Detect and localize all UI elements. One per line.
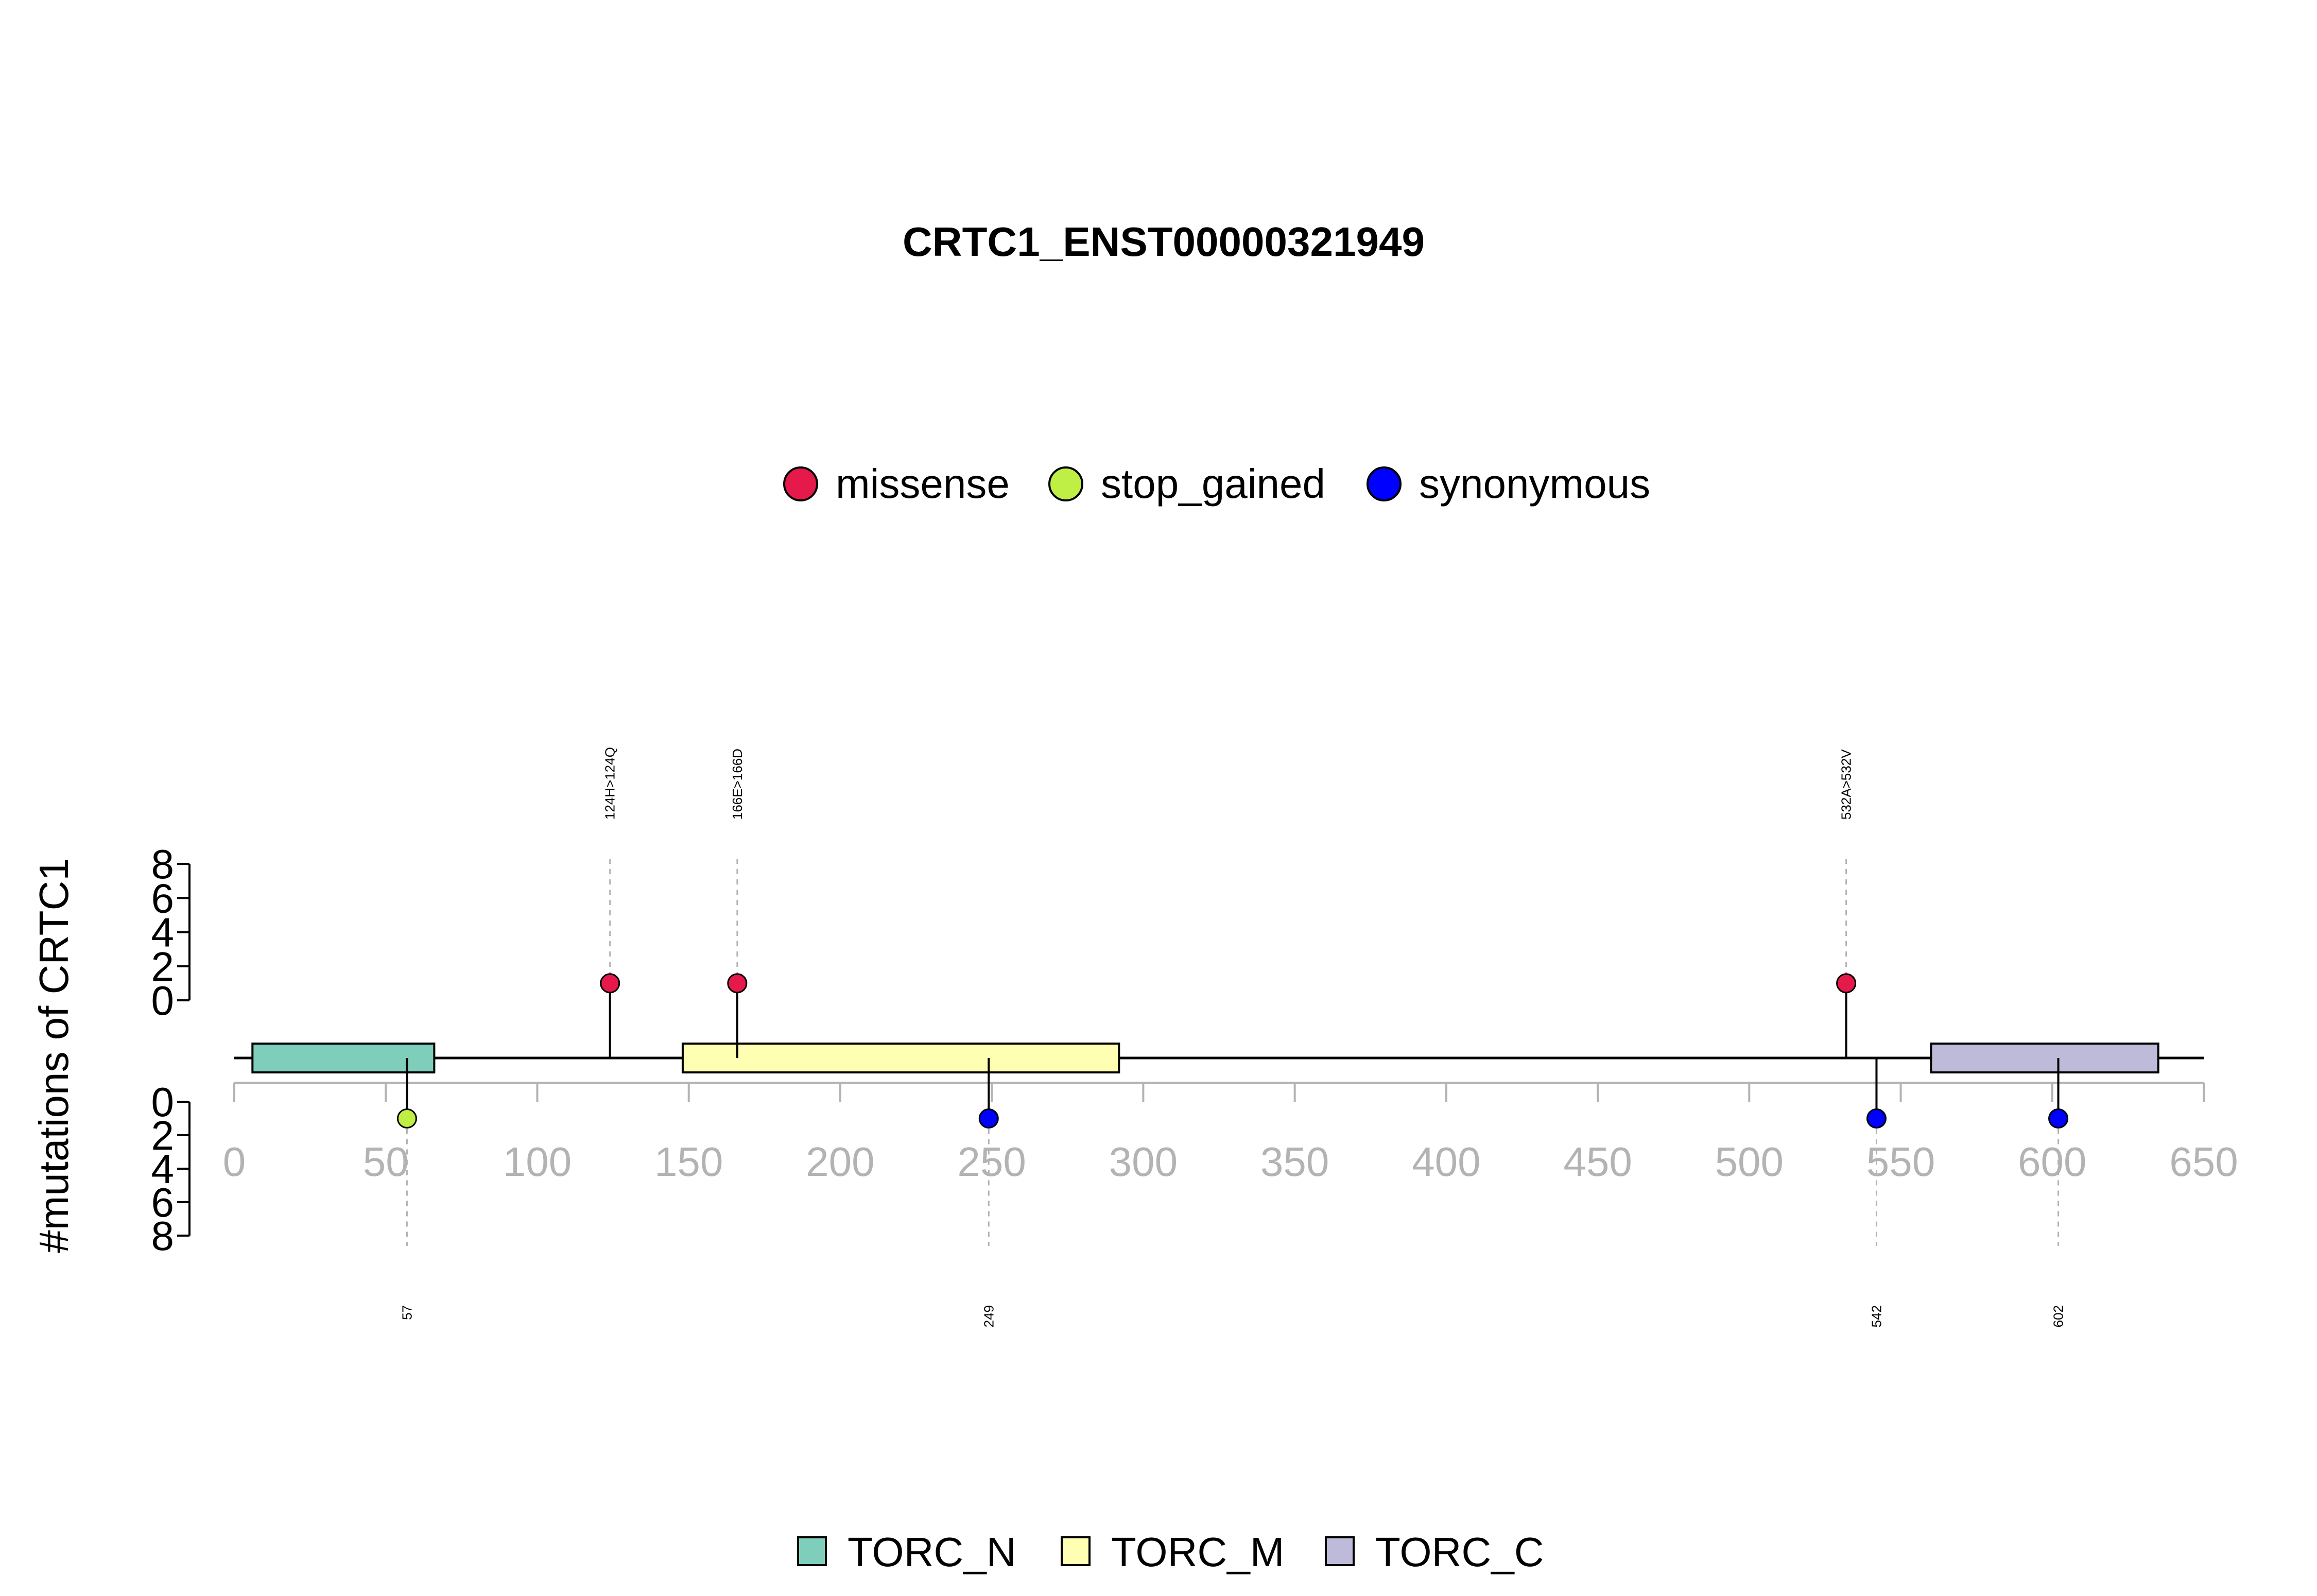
mutation-label: 532A>532V <box>1839 749 1854 820</box>
y-top-tick-label: 8 <box>151 841 175 887</box>
x-tick-label: 200 <box>806 1139 874 1185</box>
legend-label-TORC_M: TORC_M <box>1111 1529 1284 1575</box>
legend-label-TORC_C: TORC_C <box>1375 1529 1544 1575</box>
x-tick-label: 250 <box>957 1139 1026 1185</box>
mutation-label: 542 <box>1869 1305 1884 1327</box>
x-tick-label: 500 <box>1715 1139 1784 1185</box>
lollipops-bottom: 57 249 542 602 <box>396 1058 2069 1327</box>
y-bottom-tick-label: 6 <box>151 1179 175 1225</box>
legend-label-synonymous: synonymous <box>1419 461 1650 507</box>
mutation-label: 166E>166D <box>730 749 745 820</box>
legend-swatch-TORC_M <box>1061 1536 1091 1566</box>
lollipop-head-synonymous <box>1866 1108 1887 1129</box>
legend-label-TORC_N: TORC_N <box>848 1529 1016 1575</box>
lollipop-head-missense <box>727 973 748 994</box>
y-top-tick-label: 0 <box>151 978 175 1023</box>
y-axis-label: #mutations of CRTC1 <box>31 858 77 1253</box>
y-bottom-tick-label: 8 <box>151 1213 175 1259</box>
x-tick-label: 650 <box>2169 1139 2238 1185</box>
y-top-tick-label: 4 <box>151 910 175 956</box>
x-tick-label: 550 <box>1866 1139 1935 1185</box>
mutation-label: 249 <box>981 1305 996 1327</box>
y-bottom-tick-label: 2 <box>151 1113 175 1158</box>
legend-swatch-TORC_C <box>1325 1536 1355 1566</box>
lollipop-head-missense <box>600 973 620 994</box>
legend-marker-synonymous <box>1367 466 1402 501</box>
x-tick-label: 600 <box>2018 1139 2086 1185</box>
lollipop-head-stop_gained <box>396 1108 417 1129</box>
legend-swatch-TORC_N <box>797 1536 827 1566</box>
lollipops-top: 124H>124Q 166E>166D 532A>532V <box>600 747 1857 1058</box>
x-tick-label: 50 <box>363 1139 409 1185</box>
x-tick-label: 0 <box>223 1139 246 1185</box>
y-bottom-tick-label: 0 <box>151 1079 175 1125</box>
legend-label-stop_gained: stop_gained <box>1101 461 1325 507</box>
x-axis: 0 50 100 150 200 250 300 350 400 450 500 550 600 650 <box>223 1082 2238 1185</box>
x-tick-label: 450 <box>1563 1139 1632 1185</box>
domain-TORC_C <box>1930 1043 2159 1073</box>
domain-TORC_M <box>681 1043 1120 1073</box>
legend-marker-stop_gained <box>1048 466 1083 501</box>
legend-marker-missense <box>783 466 818 501</box>
domain-TORC_N <box>251 1043 436 1073</box>
x-tick-label: 400 <box>1412 1139 1480 1185</box>
lollipop-head-synonymous <box>978 1108 999 1129</box>
mutation-label: 124H>124Q <box>602 747 618 820</box>
x-tick-label: 350 <box>1260 1139 1329 1185</box>
mutation-legend: missense stop_gained synonymous <box>783 461 1650 507</box>
x-tick-label: 300 <box>1109 1139 1178 1185</box>
x-tick-label: 100 <box>503 1139 572 1185</box>
chart-title: CRTC1_ENST00000321949 <box>903 219 1425 265</box>
lollipop-head-missense <box>1836 973 1857 994</box>
mutation-label: 602 <box>2051 1305 2066 1327</box>
x-tick-label: 150 <box>654 1139 723 1185</box>
y-bottom-tick-label: 4 <box>151 1146 175 1192</box>
y-top-tick-label: 6 <box>151 875 175 921</box>
domain-boxes <box>251 1043 2159 1073</box>
y-top-tick-label: 2 <box>151 944 175 990</box>
mutation-label: 57 <box>399 1305 414 1320</box>
legend-label-missense: missense <box>836 461 1010 507</box>
domain-legend: TORC_N TORC_M TORC_C <box>797 1529 1544 1575</box>
lollipop-head-synonymous <box>2048 1108 2069 1129</box>
